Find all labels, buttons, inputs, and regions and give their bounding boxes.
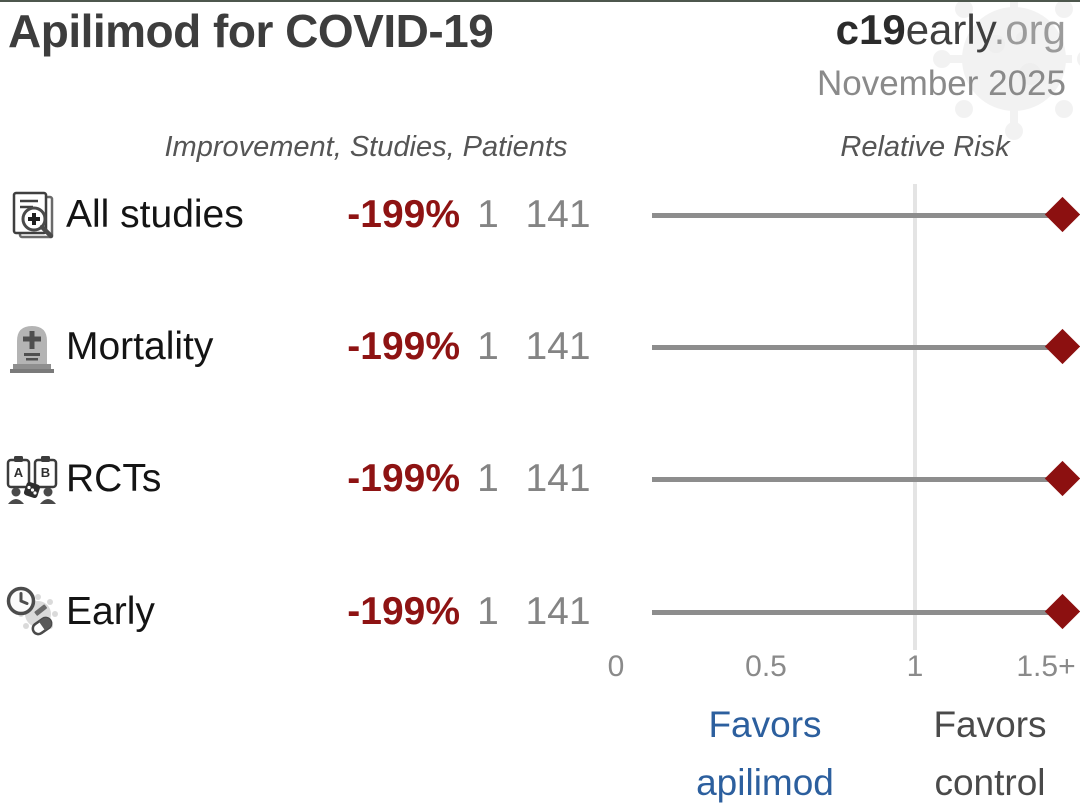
row-label-rcts: RCTs (66, 457, 162, 500)
forest-line-early (652, 610, 1063, 615)
rr-diamond-all-studies (1044, 196, 1080, 233)
patients-count: 141 (525, 325, 591, 368)
brand-logo: c19early.org (836, 6, 1066, 54)
axis-tick-0: 0 (607, 650, 625, 683)
forest-line-rcts (652, 477, 1063, 482)
improvement-value: -199% (347, 193, 460, 236)
studies-count: 1 (477, 457, 499, 500)
favors-treatment-line1: Favors (708, 704, 822, 745)
improvement-value: -199% (347, 325, 460, 368)
page-title: Apilimod for COVID-19 (8, 5, 494, 57)
favors-treatment-label: Favors apilimod (650, 696, 880, 807)
studies-search-icon (12, 191, 54, 239)
tombstone-icon (10, 326, 54, 373)
rr-diamond-mortality (1044, 328, 1080, 365)
axis-tick-1-5-plus: 1.5+ (1016, 650, 1076, 683)
favors-control-line2: control (934, 762, 1046, 803)
virus-watermark-icon (933, 2, 1080, 140)
studies-count: 1 (477, 193, 499, 236)
brand-part-org: .org (993, 6, 1066, 53)
favors-control-line1: Favors (933, 704, 1047, 745)
improvement-value: -199% (347, 590, 460, 633)
row-label-all-studies: All studies (66, 193, 244, 236)
early-treatment-icon (6, 586, 58, 636)
patients-count: 141 (525, 590, 591, 633)
column-header-improvement-studies-patients: Improvement, Studies, Patients (164, 131, 568, 163)
improvement-value: -199% (347, 457, 460, 500)
report-date: November 2025 (816, 64, 1066, 103)
rr-diamond-rcts (1044, 460, 1080, 497)
brand-part-early: early (905, 6, 994, 53)
brand-part-c19: c19 (835, 6, 906, 53)
patients-count: 141 (525, 193, 591, 236)
reference-line-rr1 (913, 184, 917, 650)
patients-count: 141 (525, 457, 591, 500)
forest-line-all-studies (652, 213, 1063, 218)
axis-tick-0-5: 0.5 (745, 650, 787, 683)
row-label-early: Early (66, 590, 155, 633)
row-label-mortality: Mortality (66, 325, 214, 368)
svg-text:A: A (14, 465, 24, 480)
column-header-relative-risk: Relative Risk (840, 131, 1010, 163)
rr-diamond-early (1044, 593, 1080, 630)
forest-line-mortality (652, 345, 1063, 350)
rct-clipboards-icon: A B (6, 456, 58, 504)
favors-treatment-line2: apilimod (696, 762, 834, 803)
studies-count: 1 (477, 590, 499, 633)
studies-count: 1 (477, 325, 499, 368)
svg-text:B: B (41, 465, 50, 480)
axis-tick-1: 1 (906, 650, 924, 683)
favors-control-label: Favors control (875, 696, 1080, 807)
